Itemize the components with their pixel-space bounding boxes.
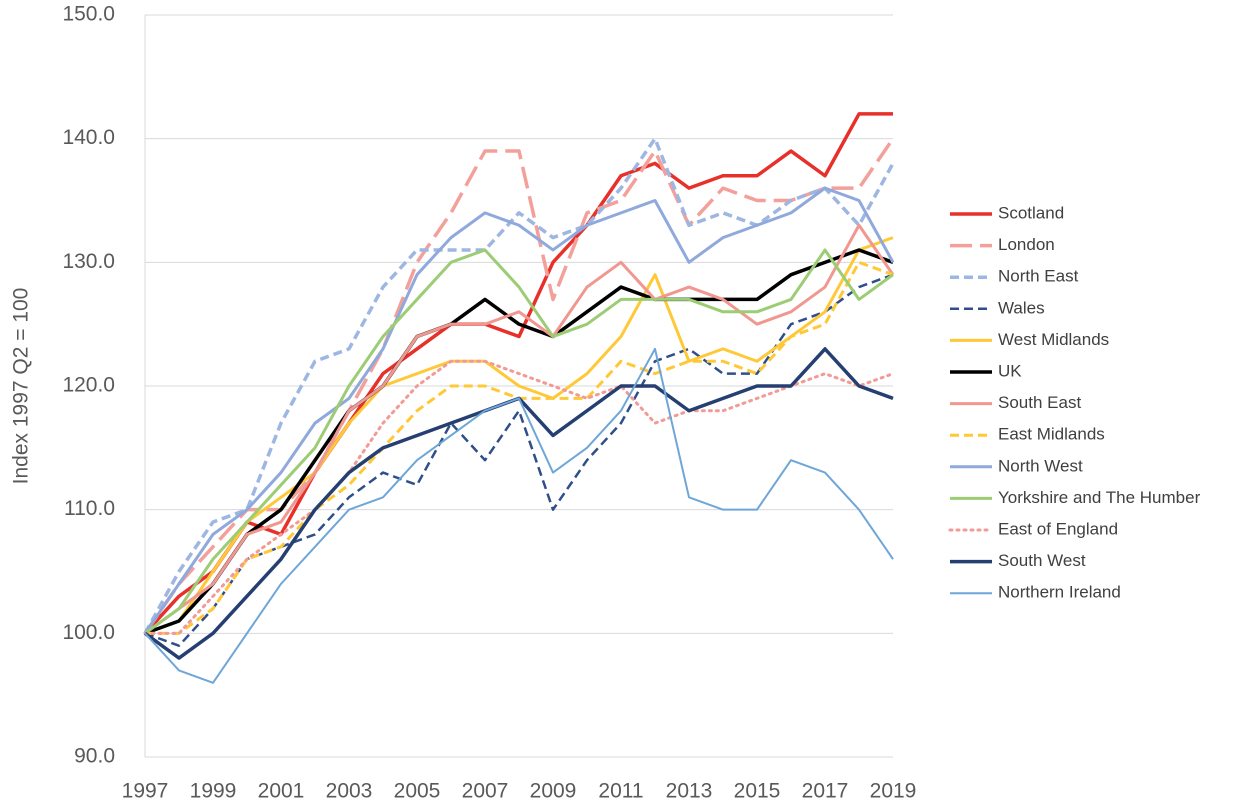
- series-line: [143, 137, 895, 635]
- series-line: [143, 136, 895, 635]
- y-tick-label: 90.0: [74, 745, 115, 768]
- y-tick-label: 140.0: [62, 126, 115, 149]
- legend-label: East Midlands: [998, 425, 1105, 444]
- x-tick-label: 2005: [394, 780, 441, 803]
- series-line: [143, 347, 894, 660]
- series-line: [143, 186, 895, 635]
- legend-label: East of England: [998, 519, 1118, 538]
- legend-label: London: [998, 235, 1055, 254]
- legend-label: Northern Ireland: [998, 583, 1121, 602]
- series-line: [144, 236, 894, 635]
- x-tick-label: 2001: [258, 780, 305, 803]
- x-tick-label: 2009: [530, 780, 577, 803]
- x-tick-label: 2003: [326, 780, 373, 803]
- x-tick-label: 1999: [190, 780, 237, 803]
- x-tick-label: 2013: [666, 780, 713, 803]
- x-tick-label: 2019: [870, 780, 917, 803]
- series-line: [144, 248, 894, 635]
- legend-label: South East: [998, 393, 1081, 412]
- legend-label: Wales: [998, 298, 1045, 317]
- legend-label: UK: [998, 361, 1022, 380]
- series-line: [144, 248, 894, 635]
- x-tick-label: 1997: [122, 780, 169, 803]
- legend-label: South West: [998, 551, 1086, 570]
- y-tick-label: 100.0: [62, 621, 115, 644]
- legend-label: Scotland: [998, 203, 1064, 222]
- series-line: [144, 273, 894, 647]
- series-line: [143, 112, 893, 635]
- y-tick-label: 110.0: [64, 497, 115, 520]
- legend-label: North East: [998, 267, 1079, 286]
- y-tick-label: 120.0: [62, 374, 115, 397]
- legend-label: West Midlands: [998, 330, 1109, 349]
- y-tick-label: 150.0: [62, 3, 115, 26]
- x-tick-label: 2017: [802, 780, 849, 803]
- series-line: [143, 359, 895, 635]
- x-tick-label: 2011: [598, 780, 643, 803]
- series-line: [144, 223, 895, 635]
- x-tick-label: 2007: [462, 780, 509, 803]
- y-axis-title: Index 1997 Q2 = 100: [10, 288, 33, 485]
- x-tick-label: 2015: [734, 780, 781, 803]
- y-tick-label: 130.0: [62, 250, 115, 273]
- series-line: [145, 260, 894, 635]
- legend-label: North West: [998, 456, 1083, 475]
- legend-label: Yorkshire and The Humber: [998, 488, 1201, 507]
- series-line: [144, 347, 894, 684]
